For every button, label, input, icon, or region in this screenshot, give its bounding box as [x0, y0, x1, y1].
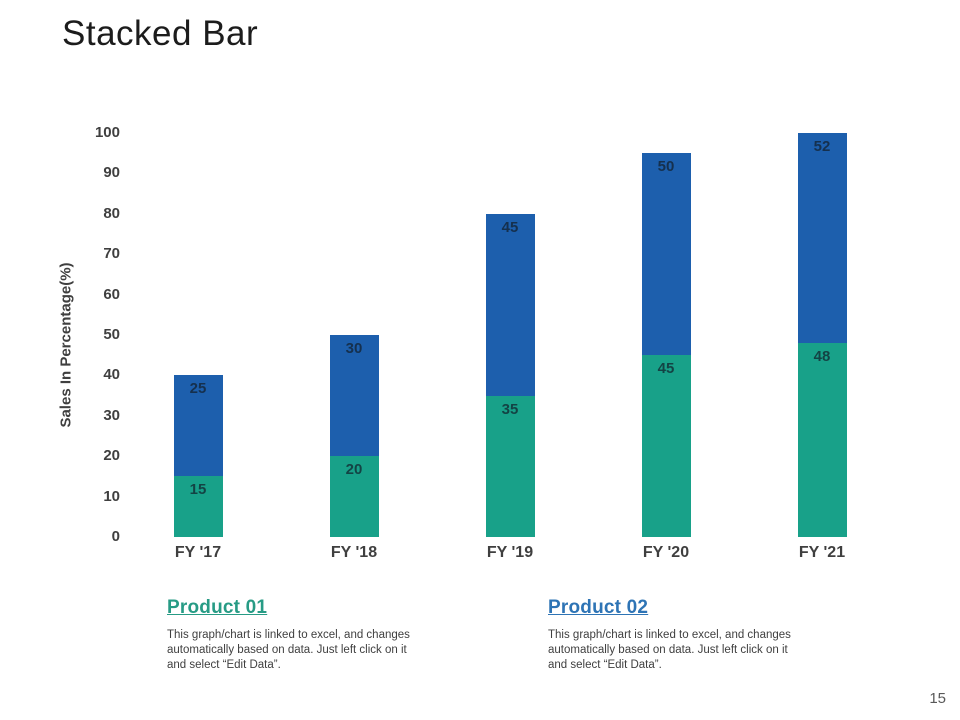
x-tick-label: FY '17 [174, 544, 222, 561]
y-tick-label: 20 [103, 447, 120, 465]
x-tick-label: FY '21 [798, 544, 846, 561]
x-tick-label: FY '19 [486, 544, 534, 561]
page-number: 15 [929, 690, 946, 707]
bar-column[interactable]: 30 20 [329, 335, 379, 537]
y-tick-label: 30 [103, 406, 120, 424]
legend-item: Product 01 This graph/chart is linked to … [167, 597, 411, 674]
bar-value-label: 15 [189, 481, 207, 499]
bar-value-label: 30 [345, 340, 363, 357]
bar-segment-product-01[interactable]: 48 [797, 343, 847, 537]
legend-description: This graph/chart is linked to excel, and… [548, 629, 791, 672]
bar-column[interactable]: 52 48 [797, 133, 847, 537]
y-tick-label: 0 [111, 528, 120, 545]
legend-description: This graph/chart is linked to excel, and… [167, 629, 410, 672]
y-tick-label: 70 [103, 245, 120, 263]
page-title: Stacked Bar [62, 14, 259, 53]
y-tick-label: 60 [103, 285, 120, 303]
bar-value-label: 50 [657, 158, 675, 176]
bar-segment-product-02[interactable]: 25 [173, 375, 223, 477]
bar-value-label: 52 [813, 138, 831, 155]
y-tick-label: 10 [103, 487, 120, 505]
bar-value-label: 45 [657, 360, 675, 378]
bar-segment-product-02[interactable]: 45 [485, 213, 535, 396]
bar-value-label: 48 [813, 348, 831, 366]
bar-segment-product-01[interactable]: 35 [485, 395, 535, 537]
legend-item: Product 02 This graph/chart is linked to … [548, 597, 792, 674]
x-tick-label: FY '20 [642, 544, 690, 561]
legend-link-product-01[interactable]: Product 01 [167, 597, 268, 618]
legend-link-product-02[interactable]: Product 02 [548, 597, 649, 618]
y-tick-label: 90 [103, 164, 120, 182]
bar-value-label: 45 [501, 218, 519, 236]
bar-segment-product-02[interactable]: 30 [329, 335, 379, 457]
y-tick-label: 50 [103, 326, 120, 343]
x-tick-label: FY '18 [330, 544, 378, 561]
y-tick-label: 40 [103, 366, 120, 384]
bar-segment-product-01[interactable]: 45 [641, 355, 691, 537]
bar-column[interactable]: 45 35 [485, 213, 535, 537]
bar-column[interactable]: 50 45 [641, 153, 691, 537]
bar-segment-product-01[interactable]: 20 [329, 456, 379, 537]
bar-value-label: 35 [501, 400, 519, 418]
bar-segment-product-02[interactable]: 52 [797, 133, 847, 344]
bar-segment-product-01[interactable]: 15 [173, 476, 223, 537]
bar-value-label: 25 [189, 380, 207, 398]
bar-column[interactable]: 25 15 [173, 375, 223, 537]
y-tick-label: 100 [94, 124, 120, 141]
bar-segment-product-02[interactable]: 50 [641, 153, 691, 356]
y-tick-label: 80 [103, 204, 120, 222]
bar-value-label: 20 [345, 461, 363, 479]
